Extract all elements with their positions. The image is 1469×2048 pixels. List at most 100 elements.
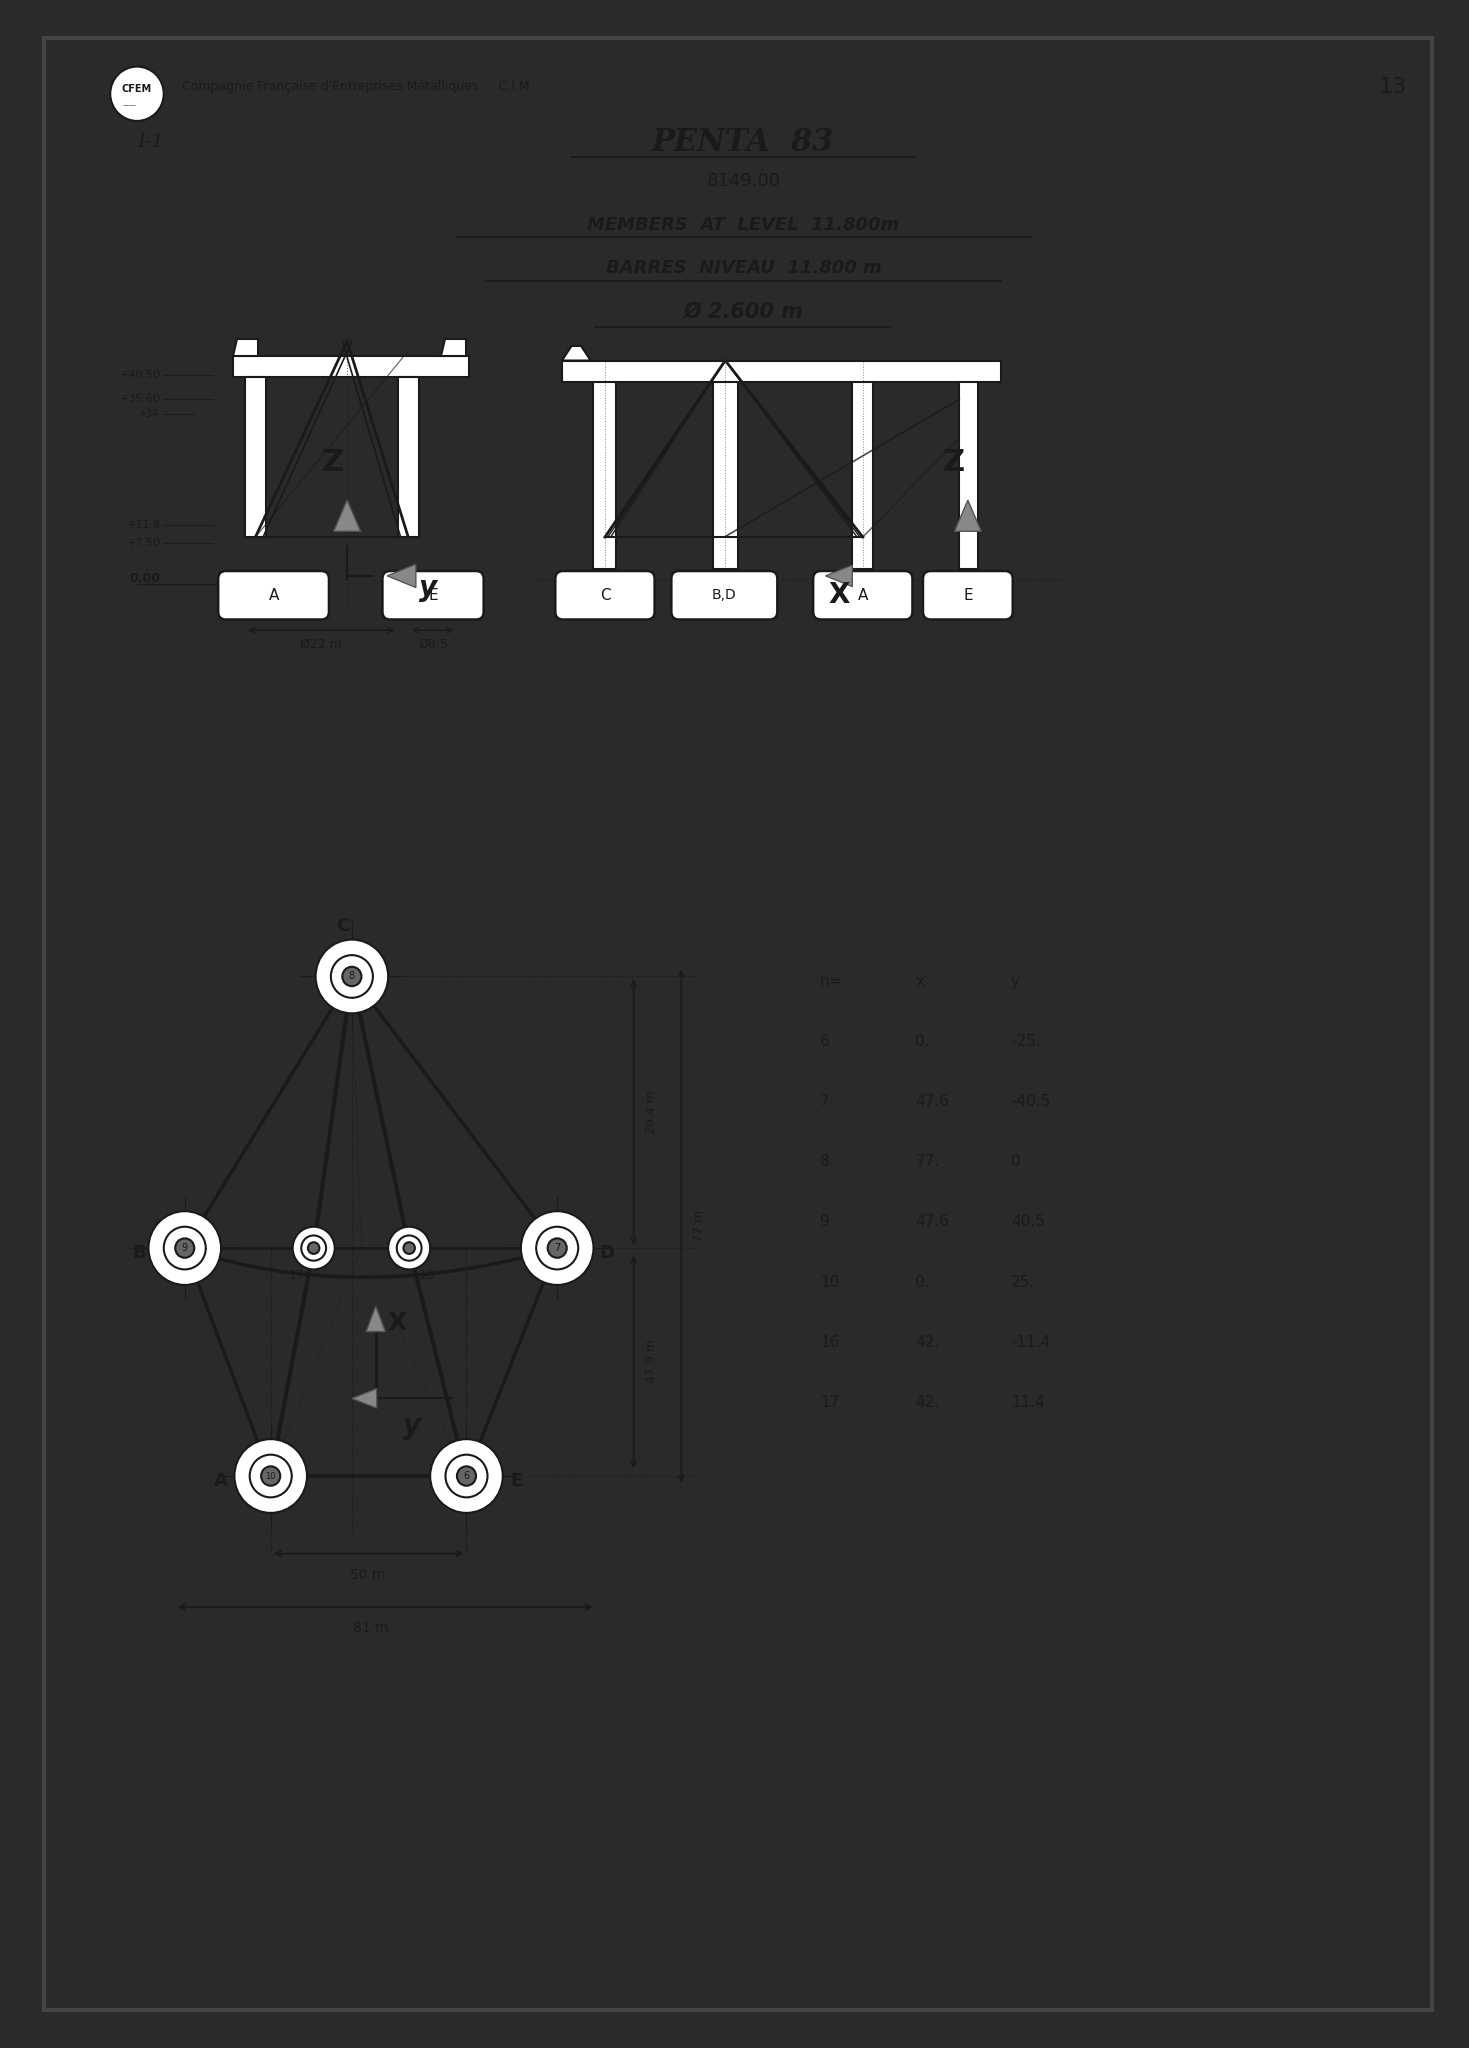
Text: 13: 13 — [1379, 78, 1407, 96]
Text: D: D — [599, 1243, 614, 1262]
Text: Z: Z — [943, 449, 965, 477]
Text: B: B — [132, 1243, 145, 1262]
Circle shape — [261, 1466, 281, 1485]
Text: 11.4: 11.4 — [1011, 1395, 1044, 1409]
Text: 0.: 0. — [915, 1034, 930, 1049]
FancyBboxPatch shape — [814, 571, 912, 618]
Text: 7: 7 — [554, 1243, 560, 1253]
Text: +34.: +34. — [138, 410, 162, 420]
Bar — [959, 381, 978, 569]
Circle shape — [235, 1440, 307, 1513]
Text: 6: 6 — [820, 1034, 830, 1049]
Polygon shape — [826, 565, 852, 586]
Text: I-1: I-1 — [137, 133, 163, 152]
Circle shape — [536, 1227, 579, 1270]
Text: E: E — [964, 588, 972, 602]
FancyBboxPatch shape — [219, 571, 329, 618]
Circle shape — [445, 1454, 488, 1497]
Circle shape — [430, 1440, 502, 1513]
Bar — [563, 360, 1002, 381]
Text: n=: n= — [820, 973, 842, 989]
Text: 47.6: 47.6 — [915, 1214, 949, 1229]
Text: ——: —— — [122, 102, 137, 109]
Circle shape — [397, 1235, 422, 1262]
Text: 77.: 77. — [915, 1155, 940, 1169]
Text: CFEM: CFEM — [122, 84, 153, 94]
Text: PENTA  83: PENTA 83 — [652, 127, 834, 158]
Text: Compagnie Française d'Entreprises Métalliques  .  C.I.M.: Compagnie Française d'Entreprises Métall… — [182, 80, 533, 94]
Text: x: x — [915, 973, 924, 989]
Text: -11.4: -11.4 — [1011, 1335, 1050, 1350]
Text: 77 m: 77 m — [693, 1210, 705, 1241]
Text: +7.50: +7.50 — [126, 539, 162, 549]
Bar — [232, 356, 469, 377]
Text: MEMBERS  AT  LEVEL  11.800m: MEMBERS AT LEVEL 11.800m — [588, 215, 899, 233]
Text: 0.: 0. — [915, 1274, 930, 1290]
Bar — [712, 360, 737, 569]
Circle shape — [331, 954, 373, 997]
Text: A: A — [269, 588, 279, 602]
Circle shape — [301, 1235, 326, 1262]
Circle shape — [548, 1239, 567, 1257]
Text: +35.60: +35.60 — [120, 395, 162, 403]
Text: +11.8: +11.8 — [126, 520, 162, 530]
Circle shape — [457, 1466, 476, 1485]
Polygon shape — [353, 1389, 376, 1409]
Polygon shape — [333, 500, 360, 530]
Polygon shape — [955, 500, 981, 530]
Text: 9: 9 — [820, 1214, 830, 1229]
Text: 9: 9 — [182, 1243, 188, 1253]
Text: 25.: 25. — [1011, 1274, 1036, 1290]
Polygon shape — [388, 563, 416, 588]
Text: 8149.00: 8149.00 — [707, 172, 780, 190]
Text: 81 m: 81 m — [353, 1622, 389, 1634]
Polygon shape — [441, 340, 467, 356]
Circle shape — [292, 1227, 335, 1270]
Text: 47.6: 47.6 — [915, 1094, 949, 1110]
Text: -25.: -25. — [1011, 1034, 1040, 1049]
Text: 50 m: 50 m — [351, 1569, 386, 1581]
Text: E: E — [510, 1473, 523, 1489]
Text: A: A — [214, 1473, 228, 1489]
Polygon shape — [232, 340, 259, 356]
Text: A: A — [858, 588, 868, 602]
Text: 10: 10 — [820, 1274, 839, 1290]
Text: B,D: B,D — [712, 588, 736, 602]
Text: X: X — [829, 582, 849, 608]
Text: 17: 17 — [820, 1395, 839, 1409]
Text: Ø8.5: Ø8.5 — [419, 637, 448, 651]
Text: 0.00: 0.00 — [129, 571, 162, 586]
Circle shape — [175, 1239, 194, 1257]
Polygon shape — [563, 346, 591, 360]
Text: 6: 6 — [463, 1470, 470, 1481]
Text: y: y — [403, 1411, 422, 1440]
Circle shape — [308, 1243, 319, 1253]
Text: 47.9 m: 47.9 m — [645, 1339, 658, 1384]
FancyBboxPatch shape — [923, 571, 1012, 618]
Text: -40.5: -40.5 — [1011, 1094, 1050, 1110]
Circle shape — [342, 967, 361, 987]
Text: +40.50: +40.50 — [120, 371, 162, 381]
Text: 0: 0 — [1011, 1155, 1021, 1169]
Text: BARRES  NIVEAU  11.800 m: BARRES NIVEAU 11.800 m — [605, 260, 881, 276]
Text: 17: 17 — [288, 1268, 304, 1282]
Circle shape — [163, 1227, 206, 1270]
Circle shape — [148, 1210, 220, 1284]
Bar — [398, 377, 419, 537]
Text: 10: 10 — [266, 1473, 276, 1481]
FancyBboxPatch shape — [382, 571, 483, 618]
Text: C: C — [599, 588, 610, 602]
Circle shape — [404, 1243, 414, 1253]
Circle shape — [110, 68, 163, 121]
Bar — [593, 381, 617, 569]
Text: 7: 7 — [820, 1094, 830, 1110]
Text: Z: Z — [322, 449, 344, 477]
Text: 42.: 42. — [915, 1335, 940, 1350]
Polygon shape — [366, 1307, 385, 1331]
Text: 16: 16 — [419, 1268, 435, 1282]
Circle shape — [521, 1210, 593, 1284]
Text: Ø 2.600 m: Ø 2.600 m — [683, 301, 804, 322]
Text: E: E — [429, 588, 438, 602]
Text: 16: 16 — [820, 1335, 839, 1350]
Text: 8: 8 — [820, 1155, 830, 1169]
